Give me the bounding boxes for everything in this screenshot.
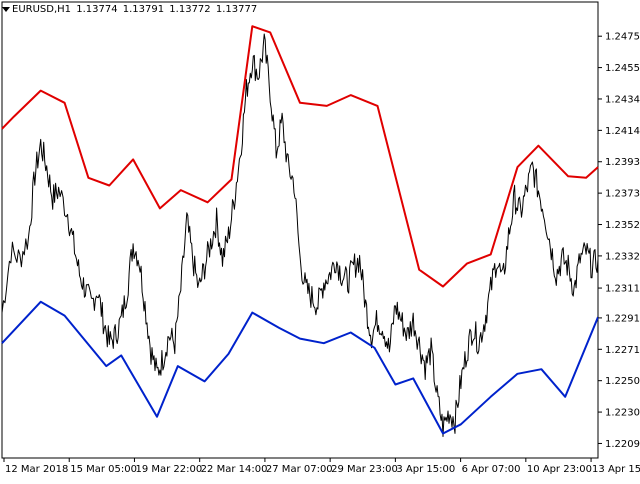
x-tick-label: 29 Mar 23:00 [331,464,398,475]
x-tick-label: 12 Mar 2018 [5,464,68,475]
y-tick-label: 1.23730 [605,189,640,200]
open-value: 1.13774 [76,4,118,15]
y-axis: 1.24755 1.24550 1.24345 1.24140 1.23935 1.237… [598,32,640,450]
y-tick-label: 1.24345 [605,94,640,105]
y-tick-label: 1.23320 [605,251,640,262]
x-tick-label: 27 Mar 07:00 [266,464,333,475]
lower-band-line [1,300,599,435]
series-layer [1,25,599,437]
dropdown-triangle-icon[interactable] [2,6,10,12]
y-tick-label: 1.22505 [605,376,640,387]
symbol-label: EURUSD,H1 [12,4,72,15]
y-tick-label: 1.23110 [605,284,640,295]
y-tick-label: 1.23935 [605,157,640,168]
x-tick-label: 10 Apr 23:00 [527,464,592,475]
y-tick-label: 1.22095 [605,439,640,450]
x-tick-label: 15 Mar 05:00 [70,464,137,475]
y-tick-label: 1.22710 [605,345,640,356]
x-tick-label: 6 Apr 07:00 [462,464,521,475]
upper-band-line [1,25,599,288]
x-tick-label: 22 Mar 14:00 [201,464,268,475]
y-tick-label: 1.24550 [605,63,640,74]
y-tick-label: 1.24755 [605,32,640,43]
low-value: 1.13772 [169,4,211,15]
close-value: 1.13777 [215,4,258,15]
y-tick-label: 1.22915 [605,313,640,324]
plot-frame [1,1,599,459]
x-tick-label: 13 Apr 15:00 [592,464,640,475]
x-tick-label: 3 Apr 15:00 [396,464,455,475]
y-tick-label: 1.23525 [605,220,640,231]
price-line [1,33,599,437]
plot-border [1,1,599,459]
chart-header: EURUSD,H1 1.13774 1.13791 1.13772 1.1377… [2,4,259,15]
y-tick-label: 1.22300 [605,408,640,419]
y-tick-label: 1.24140 [605,126,640,137]
high-value: 1.13791 [122,4,165,15]
x-tick-label: 19 Mar 22:00 [135,464,202,475]
